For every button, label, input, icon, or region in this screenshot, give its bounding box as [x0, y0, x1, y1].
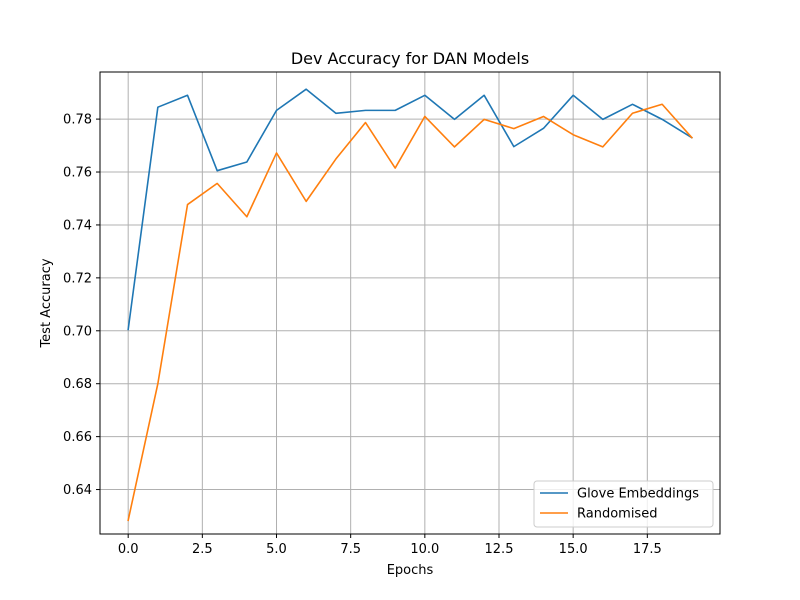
x-tick-label: 15.0: [559, 542, 588, 557]
series-line-glove-embeddings: [127, 88, 693, 331]
x-tick-label: 12.5: [485, 542, 514, 557]
series-group: [127, 88, 693, 522]
x-tick-label: 5.0: [266, 542, 287, 557]
y-tick-label: 0.66: [63, 430, 92, 445]
legend-label: Glove Embeddings: [577, 487, 699, 502]
x-tick-label: 2.5: [192, 542, 213, 557]
plot-frame: [99, 71, 721, 535]
legend: Glove Embeddings Randomised: [533, 480, 714, 528]
y-tick-label: 0.64: [63, 483, 92, 498]
y-axis: 0.64 0.66 0.68 0.70 0.72 0.74 0.76 0.78: [63, 113, 100, 498]
y-tick-label: 0.78: [63, 113, 92, 128]
x-axis: 0.0 2.5 5.0 7.5 10.0 12.5 15.0 17.5: [118, 534, 662, 557]
x-tick-label: 17.5: [633, 542, 662, 557]
legend-box: [533, 480, 714, 528]
x-tick-label: 0.0: [118, 542, 139, 557]
y-axis-label: Test Accuracy: [39, 258, 54, 348]
y-tick-label: 0.76: [63, 166, 92, 181]
grid: [100, 72, 720, 534]
y-tick-label: 0.70: [63, 324, 92, 339]
y-tick-label: 0.74: [63, 218, 92, 233]
legend-label: Randomised: [577, 507, 657, 522]
x-axis-label: Epochs: [387, 563, 434, 578]
x-tick-label: 10.0: [410, 542, 439, 557]
x-tick-label: 7.5: [340, 542, 361, 557]
chart-title: Dev Accuracy for DAN Models: [291, 49, 529, 68]
y-tick-label: 0.68: [63, 377, 92, 392]
series-line-randomised: [127, 103, 693, 522]
y-tick-label: 0.72: [63, 271, 92, 286]
